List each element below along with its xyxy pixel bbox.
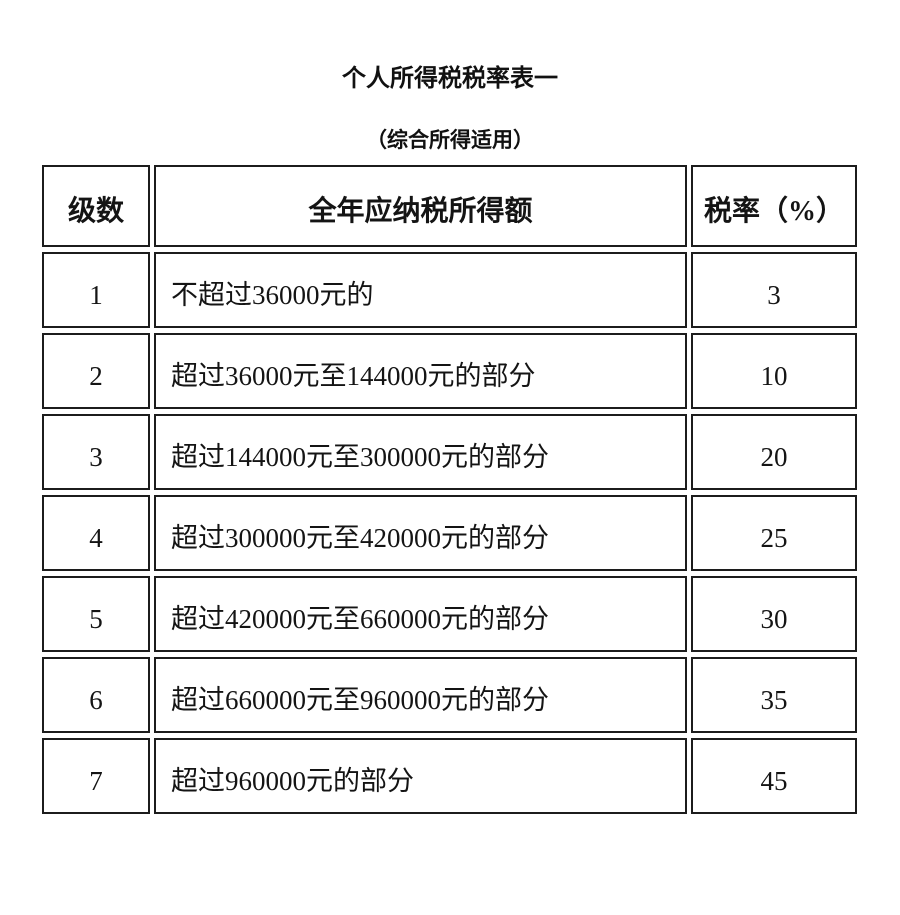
cell-level: 7 [42, 738, 150, 814]
cell-rate: 30 [691, 576, 857, 652]
cell-level: 6 [42, 657, 150, 733]
cell-income: 超过36000元至144000元的部分 [154, 333, 687, 409]
table-row: 7 超过960000元的部分 45 [42, 738, 857, 814]
table-header-row: 级数 全年应纳税所得额 税率（%） [42, 165, 857, 247]
cell-income: 超过960000元的部分 [154, 738, 687, 814]
cell-income: 超过300000元至420000元的部分 [154, 495, 687, 571]
cell-income: 不超过36000元的 [154, 252, 687, 328]
document-page: 个人所得税税率表一 （综合所得适用） 级数 全年应纳税所得额 税率（%） 1 不… [0, 58, 900, 819]
cell-level: 5 [42, 576, 150, 652]
cell-rate: 10 [691, 333, 857, 409]
table-row: 1 不超过36000元的 3 [42, 252, 857, 328]
cell-rate: 20 [691, 414, 857, 490]
table-row: 2 超过36000元至144000元的部分 10 [42, 333, 857, 409]
cell-level: 1 [42, 252, 150, 328]
cell-income: 超过660000元至960000元的部分 [154, 657, 687, 733]
cell-income: 超过144000元至300000元的部分 [154, 414, 687, 490]
table-row: 4 超过300000元至420000元的部分 25 [42, 495, 857, 571]
page-subtitle: （综合所得适用） [366, 128, 534, 152]
header-income: 全年应纳税所得额 [154, 165, 687, 247]
header-rate: 税率（%） [691, 165, 857, 247]
cell-level: 4 [42, 495, 150, 571]
cell-rate: 35 [691, 657, 857, 733]
tax-rate-table: 级数 全年应纳税所得额 税率（%） 1 不超过36000元的 3 2 超过360… [38, 160, 861, 819]
cell-rate: 3 [691, 252, 857, 328]
table-row: 5 超过420000元至660000元的部分 30 [42, 576, 857, 652]
cell-level: 2 [42, 333, 150, 409]
table-row: 3 超过144000元至300000元的部分 20 [42, 414, 857, 490]
cell-income: 超过420000元至660000元的部分 [154, 576, 687, 652]
cell-level: 3 [42, 414, 150, 490]
cell-rate: 45 [691, 738, 857, 814]
cell-rate: 25 [691, 495, 857, 571]
header-level: 级数 [42, 165, 150, 247]
table-row: 6 超过660000元至960000元的部分 35 [42, 657, 857, 733]
page-title: 个人所得税税率表一 [342, 64, 558, 92]
